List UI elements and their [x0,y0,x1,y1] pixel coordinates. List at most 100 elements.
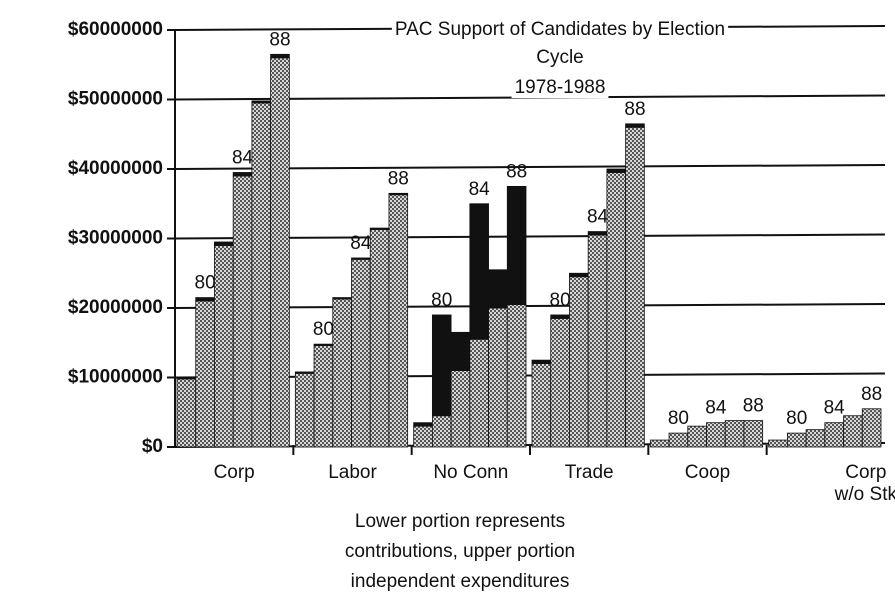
chart-title: PAC Support of Candidates by Election [395,19,725,40]
cycle-label: 84 [232,147,254,168]
bar-segment [569,272,589,278]
bar-segment [413,425,433,448]
grid-line [174,372,886,379]
bar-segment [313,343,334,346]
cycle-label: 80 [431,290,452,311]
cycle-label: 84 [587,207,609,228]
bar-segment [332,298,352,448]
bar-segment [270,53,290,59]
bar-segment [488,269,508,309]
bar-segment [531,363,552,448]
y-tick-label: $40000000 [68,158,163,179]
y-tick-label: $10000000 [68,367,163,388]
bar-segment [388,194,409,448]
bar-segment [214,241,234,246]
bar-segment [550,314,570,319]
bar-segment [488,307,508,448]
y-tick-label: $30000000 [68,228,163,249]
cycle-label: 80 [195,273,216,294]
bar-segment [251,100,272,104]
bar-segment [724,420,745,448]
cycle-label: 88 [624,99,645,120]
cycle-label: 80 [550,290,571,311]
bar-segment [587,231,608,236]
bar-segment [625,126,645,448]
chart-title: Cycle [536,47,584,68]
bar-segment [768,439,788,448]
bar-segment [332,297,352,300]
chart-title: 1978-1988 [515,77,606,98]
bar-segment [687,425,707,448]
cycle-label: 80 [668,408,689,429]
cycle-label: 88 [269,29,290,50]
bar-segment [625,123,645,128]
bar-segment [550,318,570,448]
cycle-label: 84 [824,398,846,419]
bar-segment [195,300,215,448]
x-tick-label: Corp [845,462,886,483]
x-tick-label: Coop [685,462,730,483]
bar-segment [351,258,371,448]
cycle-label: 88 [743,396,764,417]
bar-segment [251,102,272,448]
bar-segment [861,408,882,448]
bar-segment [214,245,234,448]
bar-segment [232,172,253,177]
bar-segment [270,57,290,448]
cycle-label: 84 [705,398,727,419]
note: contributions, upper portion [345,541,575,562]
y-tick-label: $0 [142,436,163,457]
bar-segment [176,377,197,380]
bar-segment [506,304,527,448]
bar-segment [369,227,390,230]
title-background [511,77,609,99]
grid-line [174,164,886,170]
y-tick-label: $20000000 [68,297,163,318]
cycle-label: 88 [388,168,409,189]
cycle-label: 84 [350,233,372,254]
bar-segment [668,432,689,448]
x-tick-label: w/o Stk [834,484,895,505]
bar-segment [531,359,552,364]
x-tick-label: No Conn [433,462,508,483]
bar-segment [431,314,452,417]
bar-segment [606,168,627,173]
cycle-label: 80 [313,319,334,340]
bar-segment [351,257,371,260]
y-tick-label: $60000000 [68,19,163,40]
grid-line [174,233,886,240]
bar-segment [587,234,608,448]
x-tick-label: Corp [214,462,255,483]
bar-segment [786,432,807,448]
bar-segment [176,378,197,448]
x-tick-label: Labor [328,462,377,483]
bar-segment [369,229,390,448]
cycle-label: 80 [786,408,807,429]
bar-segment [606,172,627,448]
x-tick-label: Trade [565,462,614,483]
bar-segment [195,297,215,302]
bar-segment [824,422,844,448]
bar-segment [232,175,253,448]
bar-segment [843,415,863,448]
grid-line [174,303,886,309]
cycle-label: 88 [861,384,882,405]
bar-segment [706,422,726,448]
cycle-label: 88 [506,161,527,182]
note: independent expenditures [351,571,570,592]
bar-segment [294,372,315,448]
bar-segment [450,370,471,448]
bar-segment [388,192,409,196]
title-background [391,19,729,41]
bar-segment [431,415,452,448]
y-tick-label: $50000000 [68,89,163,110]
bar-segment [313,345,334,448]
title-background [533,47,587,69]
bar-segment [506,185,527,305]
bar-segment [450,331,471,371]
bar-segment [569,276,589,448]
bar-segment [649,439,670,448]
bar-segment [469,338,489,448]
bar-segment [469,203,489,340]
